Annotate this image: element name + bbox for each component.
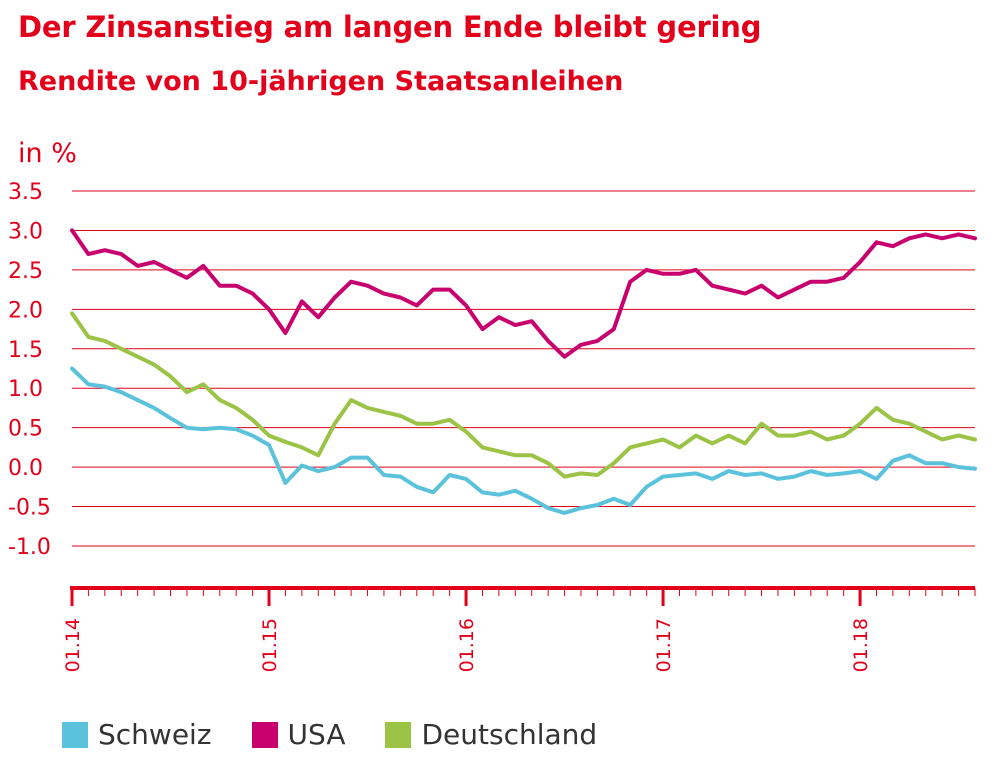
x-axis: 01.14 01.15 01.16 01.17 01.18 — [62, 586, 976, 672]
chart-title: Der Zinsanstieg am langen Ende bleibt ge… — [18, 10, 762, 44]
series-lines — [70, 228, 977, 515]
y-tick-label: 3.0 — [8, 219, 43, 244]
legend-swatch-deutschland — [385, 721, 412, 748]
legend-item-usa: USA — [251, 718, 346, 751]
y-tick-label: -1.0 — [8, 535, 51, 560]
gridlines — [72, 190, 975, 547]
x-tick-label: 01.16 — [456, 618, 478, 672]
y-axis-unit-label: in % — [18, 138, 77, 169]
legend-label-deutschland: Deutschland — [421, 718, 598, 751]
series-line-usa — [70, 228, 977, 359]
legend-item-deutschland: Deutschland — [385, 718, 597, 751]
y-axis-ticks: 3.5 3.0 2.5 2.0 1.5 1.0 0.5 0.0 -0.5 -1.0 — [8, 180, 51, 560]
x-tick-label: 01.18 — [850, 618, 872, 672]
legend-label-schweiz: Schweiz — [98, 718, 212, 751]
y-tick-label: 0.5 — [8, 417, 43, 442]
legend-item-schweiz: Schweiz — [62, 718, 212, 751]
y-tick-label: 0.0 — [8, 456, 43, 481]
y-tick-label: 1.5 — [8, 338, 43, 363]
legend-swatch-usa — [251, 721, 278, 748]
x-tick-label: 01.17 — [653, 618, 675, 672]
series-line-schweiz — [70, 366, 977, 515]
legend-swatch-schweiz — [62, 721, 88, 748]
chart-subtitle: Rendite von 10-jährigen Staatsanleihen — [18, 66, 624, 97]
series-line-deutschland — [70, 311, 977, 479]
y-tick-label: 2.5 — [8, 259, 43, 284]
legend-label-usa: USA — [287, 718, 346, 751]
legend: Schweiz USA Deutschland — [62, 718, 597, 751]
y-tick-label: 2.0 — [8, 298, 43, 323]
y-tick-label: 1.0 — [8, 377, 43, 402]
y-tick-label: -0.5 — [8, 496, 51, 521]
y-tick-label: 3.5 — [8, 180, 43, 205]
x-tick-label: 01.14 — [62, 618, 84, 672]
x-tick-label: 01.15 — [259, 618, 281, 672]
